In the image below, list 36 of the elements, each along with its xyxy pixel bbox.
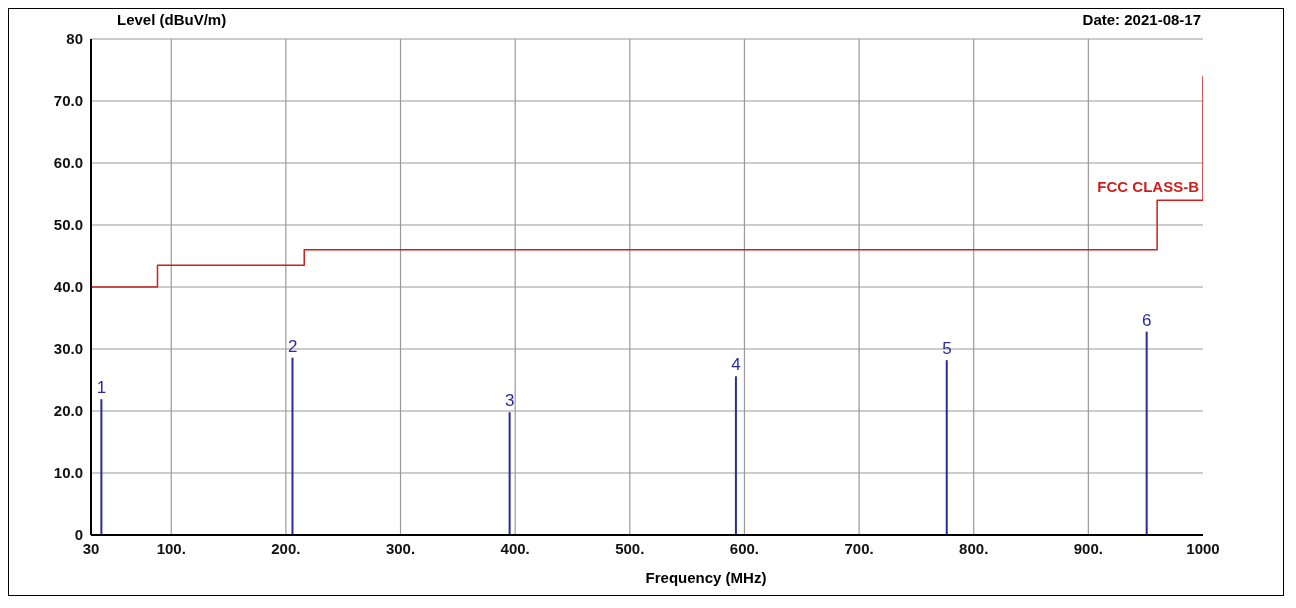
bar	[734, 376, 737, 535]
y-tick-label: 40.0	[53, 278, 83, 296]
bar	[1145, 331, 1148, 535]
y-tick-label: 80	[66, 30, 83, 48]
y-tick-label: 0	[74, 526, 83, 544]
annotation: 1	[96, 378, 107, 398]
bar	[945, 360, 948, 535]
y-tick-label: 50.0	[53, 216, 83, 234]
x-tick-label: 1000	[1186, 539, 1220, 557]
x-tick-label: 30	[82, 539, 100, 557]
text: Date: 2021-08-17	[1082, 11, 1201, 28]
x-tick-label: 700.	[844, 539, 874, 557]
x-tick-label: 400.	[500, 539, 530, 557]
x-axis-title: Frequency (MHz)	[644, 569, 768, 586]
annotation: 6	[1142, 310, 1152, 330]
series-label: FCC CLASS-B	[1097, 178, 1200, 196]
annotation: 2	[287, 336, 298, 356]
x-tick-label: 500.	[615, 539, 645, 557]
annotation: 4	[731, 355, 741, 375]
y-tick-label: 70.0	[53, 92, 83, 110]
bar	[291, 357, 294, 535]
x-tick-label: 600.	[729, 539, 760, 557]
x-tick-label: 800.	[959, 539, 989, 557]
y-axis-title: Level (dBuV/m)	[117, 11, 227, 28]
annotation: 3	[505, 391, 515, 411]
y-tick-label: 20.0	[53, 402, 83, 420]
x-tick-label: 100.	[156, 539, 186, 557]
bar	[508, 412, 511, 535]
x-tick-label: 200.	[271, 539, 301, 557]
x-tick-label: 900.	[1073, 539, 1103, 557]
bar	[100, 399, 103, 535]
y-tick-label: 60.0	[53, 154, 83, 172]
annotation: 5	[942, 339, 952, 359]
y-tick-label: 10.0	[53, 464, 83, 482]
x-tick-label: 300.	[385, 539, 416, 557]
y-tick-label: 30.0	[53, 340, 83, 358]
